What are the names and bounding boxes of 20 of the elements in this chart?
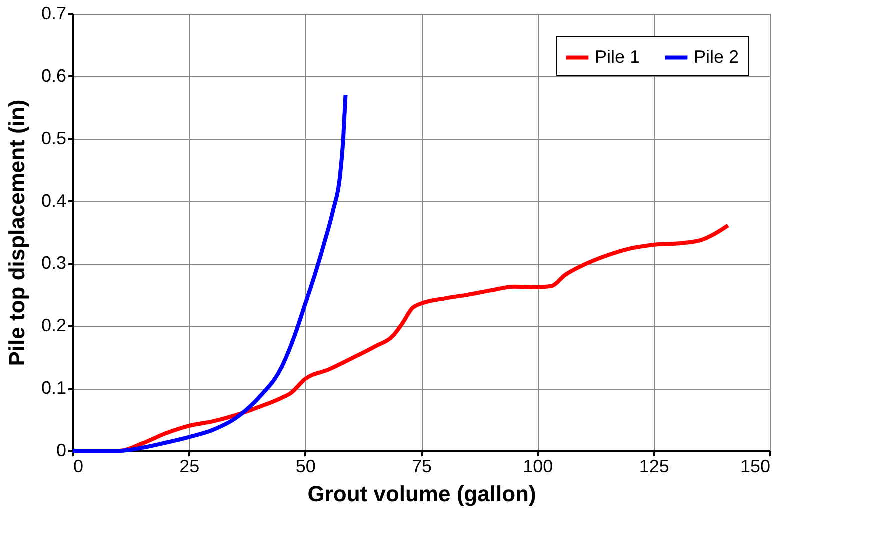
- y-axis-title: Pile top displacement (in): [4, 100, 30, 366]
- x-axis-title: Grout volume (gallon): [308, 482, 536, 506]
- x-tick-label: 50: [296, 456, 316, 476]
- legend-label: Pile 1: [595, 46, 640, 67]
- y-tick-label: 0.6: [41, 66, 66, 86]
- y-tick-label: 0.5: [41, 128, 66, 148]
- y-tick-label: 0: [56, 440, 66, 460]
- x-tick-label: 0: [74, 456, 84, 476]
- x-tick-label: 125: [639, 456, 670, 476]
- line-series: [71, 93, 348, 453]
- y-tick-label: 0.4: [41, 190, 66, 211]
- y-tick-label: 0.3: [41, 253, 66, 274]
- legend-label: Pile 2: [694, 46, 740, 67]
- y-tick-label: 0.2: [41, 316, 66, 336]
- y-tick-label: 0.7: [41, 4, 66, 24]
- x-tick-label: 25: [180, 456, 200, 476]
- y-tick-label: 0.1: [41, 378, 66, 398]
- x-tick-label: 150: [740, 456, 770, 476]
- x-tick-label: 100: [523, 456, 554, 476]
- x-tick-label: 75: [412, 456, 432, 476]
